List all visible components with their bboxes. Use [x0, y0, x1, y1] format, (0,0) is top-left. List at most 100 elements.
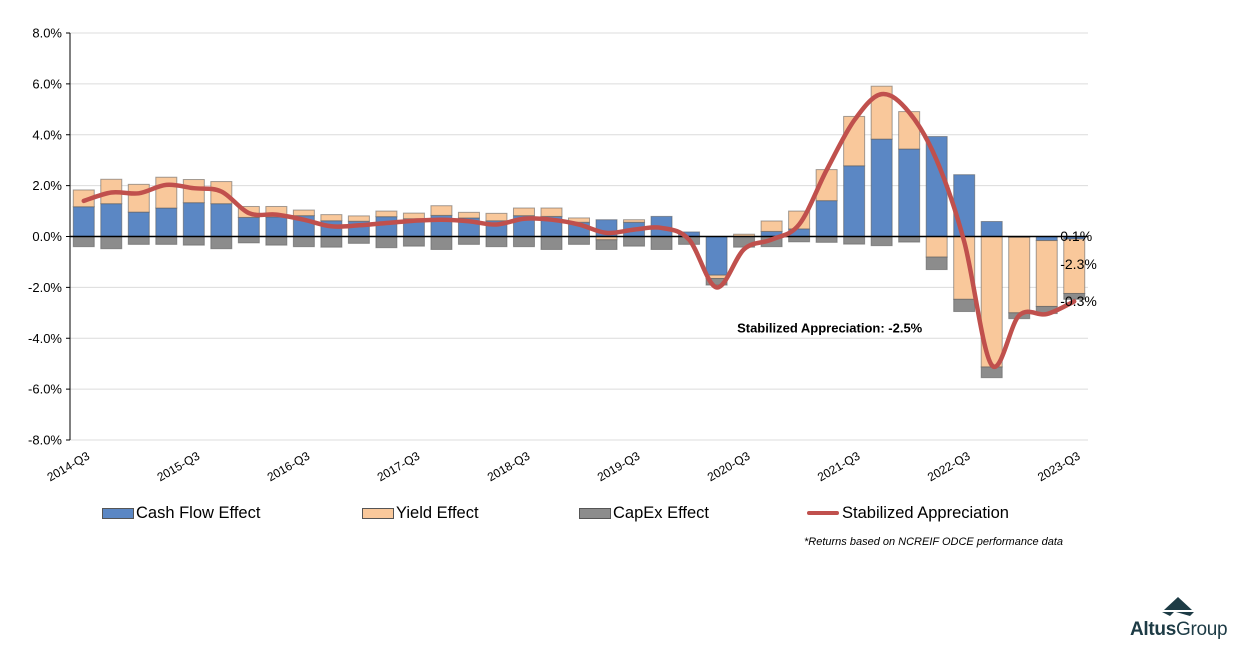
bar-yield [760, 220, 783, 232]
bar-yield [870, 85, 893, 140]
bar-yield [430, 205, 453, 216]
bar-yield [375, 210, 398, 218]
x-tick-label: 2018-Q3 [485, 449, 533, 485]
bar-cash-flow [182, 202, 205, 237]
x-tick-label: 2020-Q3 [705, 449, 753, 485]
bar-capex [457, 236, 480, 245]
bar-cash-flow [843, 165, 866, 237]
bar-cash-flow [210, 203, 233, 237]
legend-label-capex: CapEx Effect [613, 503, 709, 522]
bar-capex [512, 236, 535, 248]
y-tick-label: 8.0% [32, 26, 62, 41]
y-tick-label: -6.0% [28, 382, 62, 397]
bar-capex [568, 236, 590, 245]
altus-group-logo: AltusGroup [1128, 595, 1240, 643]
legend-swatch-capex [579, 507, 611, 519]
bar-capex [898, 236, 921, 243]
bar-yield [182, 179, 205, 204]
bar-capex [265, 236, 288, 246]
y-axis: 8.0% 6.0% 4.0% 2.0% 0.0% -2.0% -4.0% -6.0% -8.0% [28, 26, 71, 448]
line-series [81, 91, 1077, 370]
bar-cash-flow [127, 211, 150, 238]
legend-label-cash-flow: Cash Flow Effect [136, 503, 261, 522]
bar-capex [540, 236, 563, 250]
bar-yield [1035, 240, 1058, 307]
bar-capex [430, 236, 453, 250]
x-tick-label: 2021-Q3 [815, 449, 863, 485]
bar-capex [788, 236, 811, 243]
bar-capex [485, 236, 508, 248]
bar-capex [402, 236, 425, 247]
bar-cash-flow [237, 216, 260, 237]
bar-cash-flow [980, 220, 1003, 238]
bar-yield [485, 212, 508, 222]
legend-item-cash-flow: Cash Flow Effect [102, 503, 260, 523]
legend-swatch-yield [362, 507, 394, 519]
x-tick-label: 2019-Q3 [595, 449, 643, 485]
bar-yield [155, 176, 178, 209]
legend-swatch-cash-flow [102, 507, 134, 519]
legend-label-yield: Yield Effect [396, 503, 479, 522]
bar-capex [182, 236, 205, 246]
bar-cash-flow [953, 174, 976, 237]
bar-yield [127, 183, 150, 213]
bar-yield [540, 207, 563, 217]
annotation-stabilized-appreciation: Stabilized Appreciation: -2.5% [737, 321, 923, 336]
bar-yield [898, 111, 921, 150]
line-stabilized-appreciation [81, 91, 1077, 370]
footnote: *Returns based on NCREIF ODCE performanc… [804, 536, 1064, 548]
gridlines [70, 32, 1088, 441]
bar-capex [623, 236, 646, 247]
bar-cash-flow [705, 236, 728, 276]
bar-capex [650, 236, 673, 250]
bar-capex [155, 236, 178, 245]
bar-yield [457, 211, 480, 219]
bar-capex [127, 236, 150, 245]
bar-cash-flow [72, 206, 95, 238]
bar-yield [1008, 236, 1031, 314]
bar-yield [623, 219, 646, 223]
bar-capex [925, 256, 948, 271]
altus-mountain-logo-icon [1162, 597, 1194, 616]
x-tick-label: 2022-Q3 [925, 449, 973, 485]
data-label: -2.3% [1060, 256, 1097, 272]
bar-capex [815, 236, 838, 243]
bar-cash-flow [100, 203, 123, 237]
bar-capex [292, 236, 315, 248]
legend-swatch-stabilized-appreciation [807, 511, 839, 515]
bar-yield [512, 207, 535, 217]
bar-capex [870, 236, 893, 247]
brand-wordmark: AltusGroup [1130, 619, 1228, 641]
bar-capex [595, 239, 618, 250]
y-tick-label: 4.0% [32, 127, 62, 142]
bar-capex [237, 236, 260, 244]
bar-cash-flow [375, 216, 398, 238]
bar-yield [320, 214, 343, 222]
bar-capex [347, 236, 370, 244]
data-labels: 0.1% -2.3% -0.3% Stabilized Appreciation: -… [737, 228, 1097, 336]
x-axis: 2014-Q3 2015-Q3 2016-Q3 2017-Q3 2018-Q3 2019-… [45, 449, 1083, 485]
legend-item-capex: CapEx Effect [579, 503, 709, 523]
bar-capex [375, 236, 398, 249]
bar-capex [210, 236, 233, 250]
y-tick-label: 6.0% [32, 76, 62, 91]
chart: 8.0% 6.0% 4.0% 2.0% 0.0% -2.0% -4.0% -6.0% -8.0%… [28, 26, 1097, 485]
bar-cash-flow [925, 136, 948, 237]
bar-capex [980, 366, 1003, 379]
brand-word-altus: Altus [1130, 619, 1177, 640]
x-tick-label: 2017-Q3 [375, 449, 423, 485]
bar-yield [347, 215, 370, 222]
bar-yield [292, 209, 315, 217]
bar-capex [953, 298, 976, 313]
bar-capex [72, 236, 95, 248]
bar-capex [320, 236, 343, 248]
bar-capex [843, 236, 866, 245]
bar-capex [100, 236, 123, 250]
legend-item-yield: Yield Effect [362, 503, 479, 523]
y-tick-label: -8.0% [28, 433, 62, 448]
x-tick-label: 2015-Q3 [155, 449, 203, 485]
bar-cash-flow [815, 200, 838, 237]
data-label: -0.3% [1060, 293, 1097, 309]
x-tick-label: 2014-Q3 [45, 449, 93, 485]
y-tick-label: -2.0% [28, 280, 62, 295]
